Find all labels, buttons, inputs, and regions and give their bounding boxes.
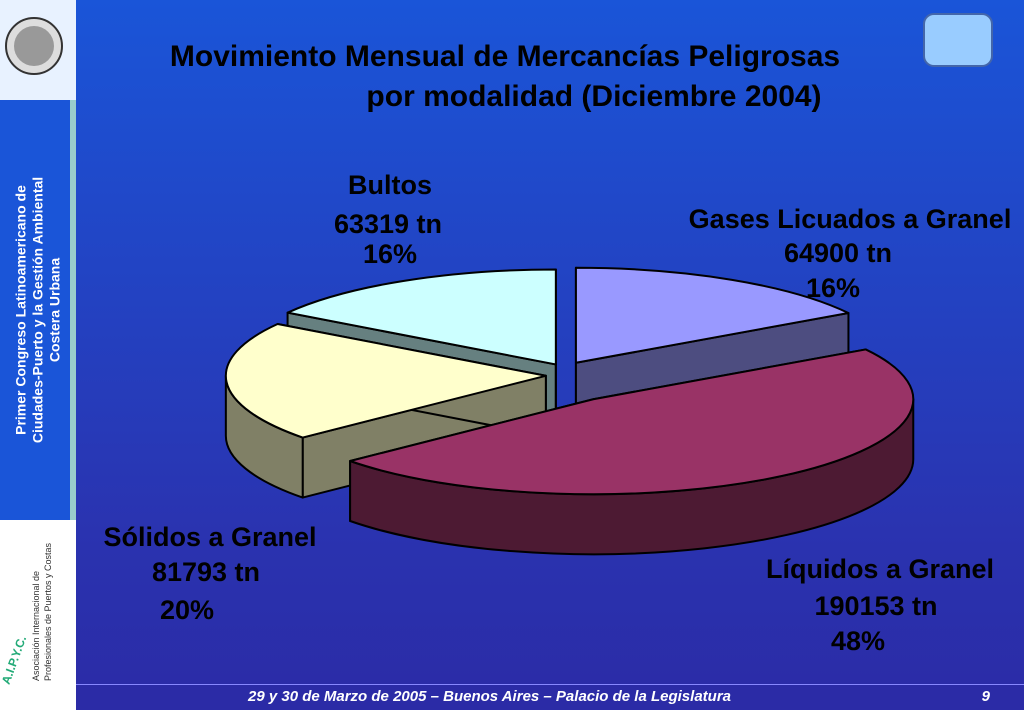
footer-text: 29 y 30 de Marzo de 2005 – Buenos Aires …	[248, 688, 731, 705]
slice-label: Sólidos a Granel	[103, 522, 316, 552]
sidebar-band	[0, 100, 76, 520]
slice	[574, 266, 850, 364]
emblem	[5, 17, 63, 75]
slice-label: Líquidos a Granel	[766, 554, 994, 584]
value-label: 64900 tn	[784, 238, 892, 268]
value-label: 190153 tn	[814, 591, 937, 621]
emblem-area	[0, 0, 76, 100]
chart: Movimiento Mensual de Mercancías Peligro…	[103, 13, 1012, 656]
percent-label: 48%	[831, 626, 885, 656]
footer: 29 y 30 de Marzo de 2005 – Buenos Aires …	[76, 684, 1024, 710]
slice	[286, 268, 557, 366]
anchor-logo	[923, 13, 993, 67]
value-label: 81793 tn	[152, 557, 260, 587]
slice	[224, 322, 547, 439]
slice-label: Bultos	[348, 170, 432, 200]
percent-label: 20%	[160, 595, 214, 625]
chart-title: por modalidad (Diciembre 2004)	[366, 80, 821, 113]
percent-label: 16%	[806, 273, 860, 303]
slice-label: Gases Licuados a Granel	[689, 204, 1012, 234]
slice	[349, 348, 915, 496]
page-number: 9	[981, 688, 990, 705]
sidebar: Primer Congreso Latinoamericano de Ciuda…	[0, 0, 76, 709]
value-label: 63319 tn	[334, 209, 442, 239]
chart-title: Movimiento Mensual de Mercancías Peligro…	[170, 40, 840, 73]
percent-label: 16%	[363, 239, 417, 269]
